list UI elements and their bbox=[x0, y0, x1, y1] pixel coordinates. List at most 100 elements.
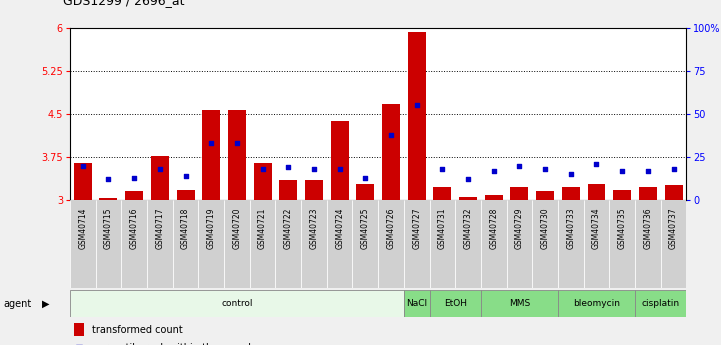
Point bbox=[308, 166, 319, 172]
Point bbox=[668, 166, 679, 172]
Bar bbox=[254, 163, 272, 200]
Text: GSM40735: GSM40735 bbox=[618, 207, 627, 249]
Point bbox=[154, 166, 166, 172]
Text: GSM40715: GSM40715 bbox=[104, 207, 113, 249]
Point bbox=[77, 163, 89, 168]
Bar bbox=[430, 200, 455, 288]
Text: GSM40717: GSM40717 bbox=[155, 207, 164, 249]
Bar bbox=[430, 290, 481, 317]
Bar bbox=[353, 200, 378, 288]
Point bbox=[385, 132, 397, 137]
Text: GSM40718: GSM40718 bbox=[181, 207, 190, 248]
Text: GSM40732: GSM40732 bbox=[464, 207, 472, 249]
Text: GSM40736: GSM40736 bbox=[643, 207, 653, 249]
Bar bbox=[356, 184, 374, 200]
Point bbox=[231, 140, 243, 146]
Bar bbox=[510, 187, 528, 200]
Bar bbox=[404, 200, 430, 288]
Point bbox=[590, 161, 602, 167]
Text: GSM40731: GSM40731 bbox=[438, 207, 447, 249]
Bar bbox=[70, 290, 404, 317]
Text: MMS: MMS bbox=[509, 299, 530, 308]
Text: GSM40733: GSM40733 bbox=[566, 207, 575, 249]
Bar bbox=[99, 198, 118, 200]
Text: GSM40727: GSM40727 bbox=[412, 207, 421, 249]
Point bbox=[462, 177, 474, 182]
Bar bbox=[305, 180, 323, 200]
Text: percentile rank within the sample: percentile rank within the sample bbox=[92, 343, 257, 345]
Text: GSM40730: GSM40730 bbox=[541, 207, 549, 249]
Bar bbox=[198, 200, 224, 288]
Point bbox=[283, 165, 294, 170]
Text: GDS1299 / 2696_at: GDS1299 / 2696_at bbox=[63, 0, 185, 7]
Text: GSM40723: GSM40723 bbox=[309, 207, 319, 249]
Bar bbox=[147, 200, 172, 288]
Text: GSM40726: GSM40726 bbox=[386, 207, 396, 249]
Point bbox=[437, 166, 448, 172]
Text: NaCl: NaCl bbox=[406, 299, 428, 308]
Bar bbox=[455, 200, 481, 288]
Bar bbox=[562, 187, 580, 200]
Bar bbox=[583, 200, 609, 288]
Point bbox=[488, 168, 500, 174]
Bar bbox=[151, 156, 169, 200]
Text: agent: agent bbox=[4, 299, 32, 308]
Bar bbox=[558, 290, 635, 317]
Text: transformed count: transformed count bbox=[92, 325, 182, 335]
Bar bbox=[536, 191, 554, 200]
Point bbox=[102, 177, 114, 182]
Text: cisplatin: cisplatin bbox=[642, 299, 680, 308]
Point bbox=[360, 175, 371, 180]
Bar bbox=[485, 195, 503, 200]
Text: GSM40725: GSM40725 bbox=[360, 207, 370, 249]
Point bbox=[411, 102, 423, 108]
Bar bbox=[275, 200, 301, 288]
Bar bbox=[70, 200, 96, 288]
Point bbox=[257, 166, 268, 172]
Point bbox=[565, 171, 577, 177]
Bar bbox=[224, 200, 249, 288]
Text: EtOH: EtOH bbox=[443, 299, 466, 308]
Bar bbox=[172, 200, 198, 288]
Bar bbox=[279, 180, 297, 200]
Bar bbox=[382, 104, 400, 200]
Point bbox=[334, 166, 345, 172]
Bar bbox=[532, 200, 558, 288]
Point bbox=[513, 163, 525, 168]
Bar bbox=[613, 190, 631, 200]
Text: GSM40724: GSM40724 bbox=[335, 207, 344, 249]
Text: ▶: ▶ bbox=[42, 299, 49, 308]
Bar bbox=[125, 191, 143, 200]
Bar bbox=[327, 200, 353, 288]
Bar bbox=[249, 200, 275, 288]
Bar bbox=[378, 200, 404, 288]
Bar bbox=[228, 110, 246, 200]
Text: GSM40714: GSM40714 bbox=[79, 207, 87, 249]
Bar bbox=[331, 121, 349, 200]
Text: GSM40719: GSM40719 bbox=[207, 207, 216, 249]
Bar bbox=[507, 200, 532, 288]
Bar bbox=[121, 200, 147, 288]
Bar bbox=[74, 323, 84, 336]
Bar bbox=[177, 190, 195, 200]
Point bbox=[180, 173, 191, 179]
Text: GSM40737: GSM40737 bbox=[669, 207, 678, 249]
Bar bbox=[609, 200, 635, 288]
Point bbox=[616, 168, 628, 174]
Text: control: control bbox=[221, 299, 252, 308]
Bar bbox=[74, 163, 92, 200]
Point bbox=[205, 140, 217, 146]
Text: GSM40729: GSM40729 bbox=[515, 207, 524, 249]
Text: GSM40720: GSM40720 bbox=[232, 207, 242, 249]
Bar bbox=[639, 187, 657, 200]
Text: GSM40722: GSM40722 bbox=[284, 207, 293, 248]
Bar bbox=[635, 200, 660, 288]
Bar bbox=[96, 200, 121, 288]
Bar bbox=[404, 290, 430, 317]
Bar bbox=[481, 200, 507, 288]
Bar bbox=[665, 185, 683, 200]
Text: GSM40721: GSM40721 bbox=[258, 207, 267, 248]
Bar bbox=[481, 290, 558, 317]
Bar bbox=[202, 110, 220, 200]
Bar bbox=[459, 197, 477, 200]
